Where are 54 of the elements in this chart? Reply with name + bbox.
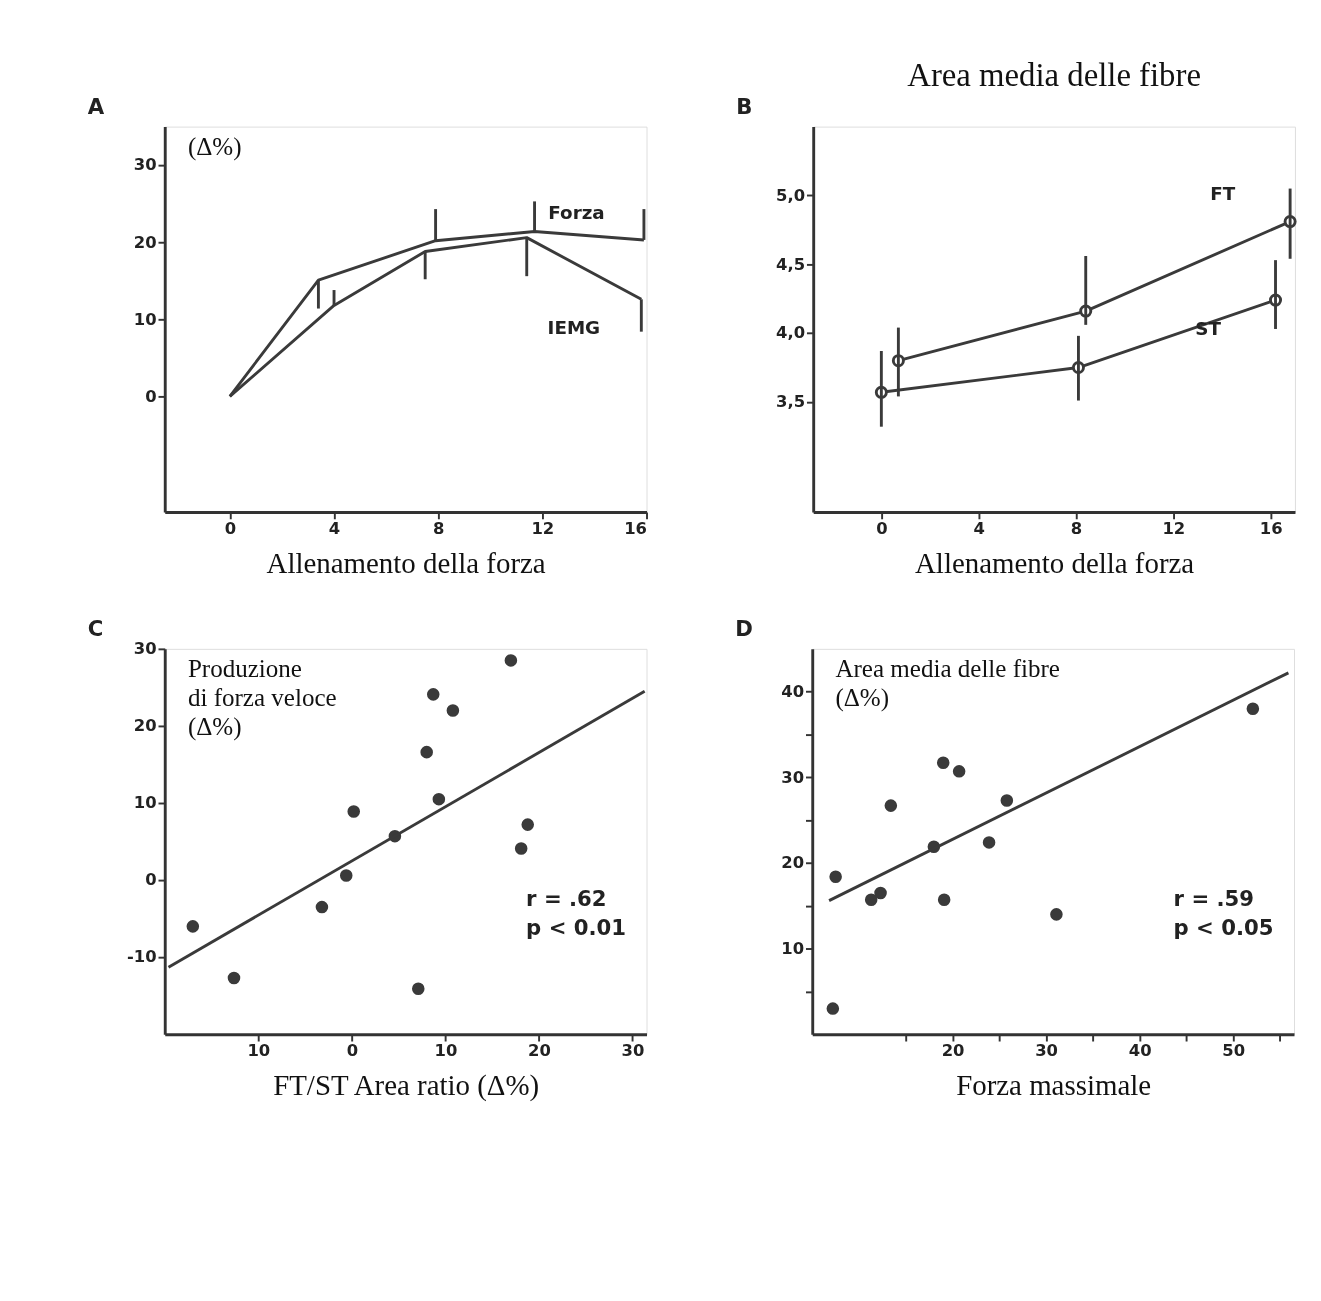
x-tick-label: 8 [1070,518,1083,538]
x-axis-title: Allenamento della forza [915,547,1195,580]
y-axis-title: Area media delle fibre (Δ%) [835,654,1060,712]
chart-title: Area media delle fibre [907,57,1201,94]
x-tick-label: 10 [434,1040,458,1060]
x-tick-label: 20 [941,1040,965,1060]
x-tick-label: 4 [328,518,341,538]
annotation: r = .62 p < 0.01 [526,886,627,941]
text: C [87,616,104,642]
y-tick-label: 30 [781,767,805,787]
y-axis-title: Produzione di forza veloce (Δ%) [187,654,337,741]
y-tick-label: 10 [781,938,805,958]
y-tick-label: 4,0 [776,323,806,343]
x-tick-label: 30 [621,1040,645,1060]
y-tick-label: 30 [133,639,157,659]
y-tick-label: 30 [133,155,157,175]
y-tick-label: 0 [145,386,157,406]
text: D [735,616,753,642]
x-tick-label: 0 [224,518,237,538]
y-tick-label: 5,0 [776,185,806,205]
x-axis-title: Allenamento della forza [266,547,546,580]
x-axis-title: FT/ST Area ratio (Δ%) [273,1069,540,1103]
x-tick-label: 16 [624,518,648,538]
y-tick-label: 20 [781,853,805,873]
y-axis-title: (Δ%) [187,132,242,161]
series-label: Forza [548,201,605,223]
y-tick-label: 10 [133,793,157,813]
x-axis-title: Forza massimale [956,1069,1152,1102]
x-tick-label: 0 [876,518,888,538]
x-tick-label: 30 [1035,1040,1058,1060]
x-tick-label: 0 [346,1040,359,1060]
x-tick-label: 12 [531,518,555,538]
x-tick-label: 40 [1128,1040,1152,1060]
y-tick-label: 40 [781,681,805,701]
text: A [87,94,105,120]
y-tick-label: 20 [133,232,157,252]
y-tick-label: -10 [126,947,157,967]
x-tick-label: 20 [528,1040,551,1060]
x-tick-label: 4 [973,518,985,538]
x-tick-label: 12 [1162,518,1186,538]
x-tick-label: 8 [432,518,445,538]
x-tick-label: 10 [247,1040,271,1060]
series-label: ST [1195,317,1222,339]
y-tick-label: 4,5 [776,254,806,274]
x-tick-label: 50 [1222,1040,1246,1060]
text: FT [1210,183,1236,205]
y-tick-label: 0 [145,870,157,890]
text: B [736,94,753,120]
series-label: IEMG [547,316,601,338]
y-tick-label: 20 [133,716,157,736]
y-tick-label: 3,5 [776,392,806,412]
x-tick-label: 16 [1259,518,1283,538]
y-tick-label: 10 [133,309,157,329]
annotation: r = .59 p < 0.05 [1173,886,1274,941]
